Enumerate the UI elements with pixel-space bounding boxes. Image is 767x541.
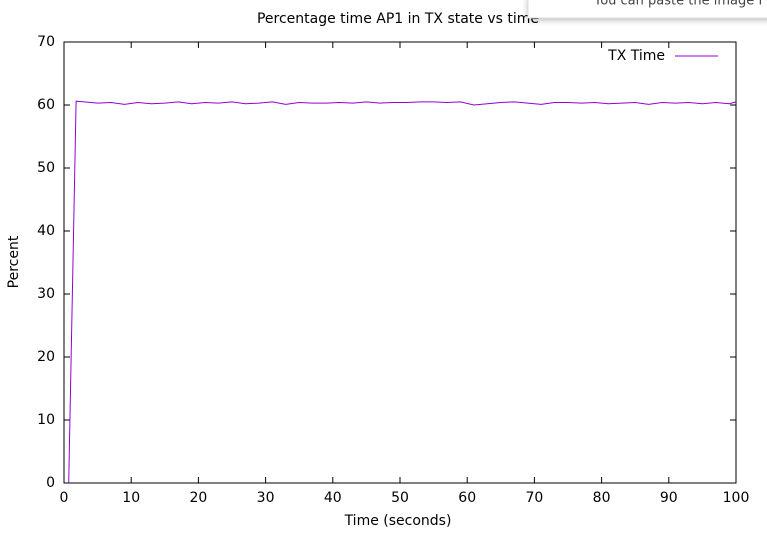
- x-tick-label: 50: [391, 490, 409, 506]
- x-tick-label: 20: [189, 490, 207, 506]
- y-tick-label: 30: [37, 286, 55, 302]
- y-tick-label: 10: [37, 412, 55, 428]
- x-tick-label: 40: [324, 490, 342, 506]
- x-tick-label: 30: [257, 490, 275, 506]
- x-tick-label: 10: [122, 490, 140, 506]
- popup-text: You can paste the image f: [593, 0, 763, 9]
- x-tick-label: 80: [593, 490, 611, 506]
- x-tick-label: 90: [660, 490, 678, 506]
- popup-box: [527, 0, 767, 19]
- x-tick-label: 60: [458, 490, 476, 506]
- y-tick-label: 50: [37, 160, 55, 176]
- y-tick-label: 60: [37, 97, 55, 113]
- x-tick-label: 0: [60, 490, 69, 506]
- x-tick-label: 100: [723, 490, 750, 506]
- chart-title: Percentage time AP1 in TX state vs time: [257, 11, 539, 27]
- legend-label: TX Time: [607, 48, 665, 64]
- x-tick-label: 70: [525, 490, 543, 506]
- y-tick-label: 40: [37, 223, 55, 239]
- y-tick-label: 70: [37, 34, 55, 50]
- y-tick-label: 20: [37, 349, 55, 365]
- series-line: [68, 100, 737, 484]
- y-axis-label: Percent: [6, 235, 22, 288]
- y-tick-label: 0: [46, 475, 55, 491]
- overlay-popup: You can paste the image f: [527, 0, 767, 19]
- x-axis-label: Time (seconds): [344, 513, 452, 529]
